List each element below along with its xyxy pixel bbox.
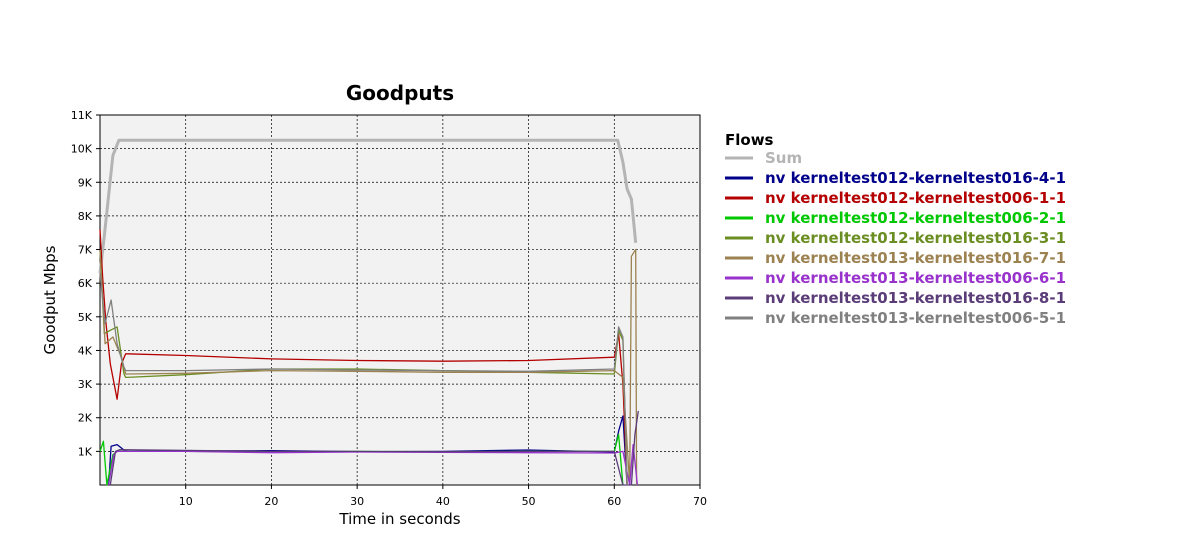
legend-entry: nv kerneltest012-kerneltest016-4-1 [765,169,1066,187]
x-tick-label: 20 [264,495,278,508]
x-axis-label: Time in seconds [338,510,460,528]
legend-entry: nv kerneltest012-kerneltest006-1-1 [765,189,1066,207]
series-line-6 [99,248,638,486]
series-line-8 [109,410,639,486]
y-axis-label: Goodput Mbps [41,245,59,354]
y-tick-label: 6K [78,277,93,290]
legend-entry: nv kerneltest012-kerneltest006-2-1 [765,209,1066,227]
y-tick-label: 2K [78,412,93,425]
x-tick-label: 10 [179,495,193,508]
series-line-9 [99,273,628,486]
legend-entry: nv kerneltest013-kerneltest006-5-1 [765,309,1066,327]
legend-entry: nv kerneltest013-kerneltest016-7-1 [765,249,1066,267]
y-axis-ticks: 1K 2K 3K 4K 5K 6K 7K 8K 9K 10K 11K [71,109,100,458]
x-tick-label: 60 [607,495,621,508]
x-tick-label: 70 [693,495,707,508]
y-tick-label: 9K [78,176,93,189]
y-tick-label: 5K [78,311,93,324]
series-line-1 [98,138,638,274]
y-tick-label: 1K [78,445,93,458]
x-axis-ticks: 10 20 30 40 50 60 70 [179,485,707,508]
legend: Flows Sum nv kerneltest012-kerneltest016-… [725,131,1066,327]
x-tick-label: 40 [436,495,450,508]
plot-area [99,114,701,486]
legend-entry: nv kerneltest013-kerneltest016-8-1 [765,289,1066,307]
series-layer [98,138,639,486]
grid-lines [100,114,701,485]
y-tick-label: 8K [78,210,93,223]
y-tick-label: 11K [71,109,93,122]
y-tick-label: 10K [71,143,93,156]
y-tick-label: 7K [78,244,93,257]
legend-entry: nv kerneltest013-kerneltest006-6-1 [765,269,1066,287]
legend-entry: nv kerneltest012-kerneltest016-3-1 [765,229,1066,247]
legend-entry: Sum [765,149,802,167]
legend-title: Flows [725,131,774,149]
chart-title: Goodputs [346,81,454,105]
y-tick-label: 4K [78,344,93,357]
x-tick-label: 50 [522,495,536,508]
x-tick-label: 30 [350,495,364,508]
y-tick-label: 3K [78,378,93,391]
